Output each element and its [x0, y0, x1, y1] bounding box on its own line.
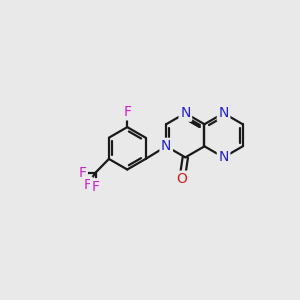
Text: N: N: [180, 106, 190, 120]
Text: N: N: [218, 150, 229, 164]
Text: F: F: [123, 105, 131, 119]
Text: F: F: [78, 166, 86, 180]
Text: F: F: [83, 178, 91, 192]
Text: N: N: [161, 139, 171, 153]
Text: O: O: [177, 172, 188, 186]
Text: N: N: [218, 106, 229, 120]
Text: F: F: [92, 180, 100, 194]
